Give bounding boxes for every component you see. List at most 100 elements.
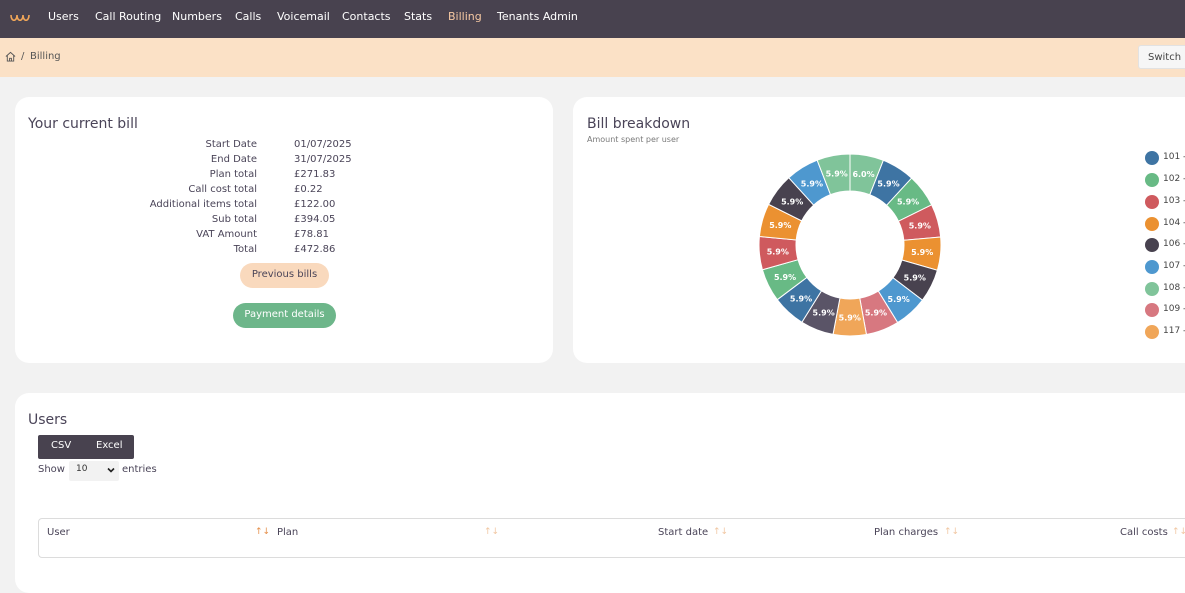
legend-label: 101 -: [1163, 152, 1185, 162]
slice-data-label: 5.9%: [911, 248, 933, 257]
bill-label: End Date: [210, 154, 257, 165]
breadcrumb-current: Billing: [30, 51, 61, 62]
slice-data-label: 5.9%: [865, 309, 887, 318]
bill-label: Total: [233, 244, 257, 255]
previous-bills-button[interactable]: Previous bills: [240, 263, 329, 288]
legend-swatch: [1145, 282, 1159, 296]
slice-data-label: 5.9%: [767, 248, 789, 257]
current-bill-card: Your current bill Start Date 01/07/2025 …: [15, 97, 553, 363]
payment-details-button[interactable]: Payment details: [233, 303, 336, 328]
users-card: Users: [15, 393, 1185, 593]
slice-data-label: 5.9%: [813, 309, 835, 318]
nav-billing[interactable]: Billing: [448, 10, 482, 23]
legend-label: 103 -: [1163, 196, 1185, 206]
sort-icon[interactable]: ↑↓: [484, 527, 500, 537]
legend-swatch: [1145, 260, 1159, 274]
bill-value: 01/07/2025: [294, 139, 352, 150]
bill-row-call-cost-total: Call cost total £0.22: [15, 184, 535, 199]
legend-swatch: [1145, 173, 1159, 187]
bill-label: Start Date: [205, 139, 257, 150]
nav-numbers[interactable]: Numbers: [172, 10, 222, 23]
legend-swatch: [1145, 238, 1159, 252]
legend-label: 107 -: [1163, 261, 1185, 271]
slice-data-label: 5.9%: [897, 198, 919, 207]
legend-label: 108 -: [1163, 283, 1185, 293]
slice-data-label: 5.9%: [904, 274, 926, 283]
legend-swatch: [1145, 151, 1159, 165]
slice-data-label: 5.9%: [888, 295, 910, 304]
slice-data-label: 5.9%: [774, 273, 796, 282]
breadcrumb: / Billing: [0, 38, 1185, 77]
bill-row-end-date: End Date 31/07/2025: [15, 154, 535, 169]
show-label: Show: [38, 464, 65, 475]
chart-slice[interactable]: [816, 153, 851, 196]
bill-breakdown-chart: 6.0%5.9%5.9%5.9%5.9%5.9%5.9%5.9%5.9%5.9%…: [758, 153, 942, 337]
nav-contacts[interactable]: Contacts: [342, 10, 391, 23]
bill-value: £122.00: [294, 199, 336, 210]
slice-data-label: 5.9%: [769, 221, 791, 230]
bill-row-plan-total: Plan total £271.83: [15, 169, 535, 184]
slice-data-label: 5.9%: [826, 170, 848, 179]
bill-breakdown-subtitle: Amount spent per user: [587, 135, 680, 144]
slice-data-label: 5.9%: [801, 179, 823, 188]
column-header-plan[interactable]: Plan: [277, 527, 299, 538]
slice-data-label: 6.0%: [852, 170, 874, 179]
bill-value: 31/07/2025: [294, 154, 352, 165]
chevron-down-icon: [107, 467, 115, 473]
sort-icon[interactable]: ↑↓: [944, 527, 960, 537]
entries-select[interactable]: 10: [69, 461, 119, 481]
legend-label: 109 -: [1163, 304, 1185, 314]
bill-row-sub-total: Sub total £394.05: [15, 214, 535, 229]
nav-call-routing[interactable]: Call Routing: [95, 10, 162, 23]
bill-label: Plan total: [209, 169, 257, 180]
users-title: Users: [28, 412, 68, 428]
bill-value: £394.05: [294, 214, 336, 225]
legend-label: 117 -: [1163, 326, 1185, 336]
column-header-call-costs[interactable]: Call costs: [1120, 527, 1168, 538]
breadcrumb-separator: /: [21, 51, 25, 62]
entries-select-value: 10: [76, 464, 88, 474]
slice-data-label: 5.9%: [781, 197, 803, 206]
legend-swatch: [1145, 217, 1159, 231]
nav-voicemail[interactable]: Voicemail: [277, 10, 330, 23]
slice-data-label: 5.9%: [790, 294, 812, 303]
sort-icon[interactable]: ↑↓: [1172, 527, 1185, 537]
column-header-start-date[interactable]: Start date: [658, 527, 709, 538]
entries-label: entries: [122, 464, 157, 475]
home-icon[interactable]: [5, 51, 16, 62]
top-navbar: Users Call Routing Numbers Calls Voicema…: [0, 0, 1185, 38]
bill-value: £472.86: [294, 244, 336, 255]
bill-label: VAT Amount: [196, 229, 257, 240]
slice-data-label: 5.9%: [839, 313, 861, 322]
legend-label: 104 -: [1163, 218, 1185, 228]
legend-swatch: [1145, 303, 1159, 317]
bill-value: £271.83: [294, 169, 336, 180]
legend-label: 106 -: [1163, 239, 1185, 249]
column-header-plan-charges[interactable]: Plan charges: [874, 527, 939, 538]
logo-icon[interactable]: [9, 9, 31, 27]
current-bill-title: Your current bill: [28, 116, 138, 132]
bill-row-vat-amount: VAT Amount £78.81: [15, 229, 535, 244]
bill-label: Sub total: [211, 214, 257, 225]
sort-icon[interactable]: ↑↓: [713, 527, 729, 537]
bill-value: £0.22: [294, 184, 323, 195]
csv-button[interactable]: CSV: [51, 440, 72, 451]
bill-breakdown-title: Bill breakdown: [587, 116, 691, 132]
sort-icon[interactable]: ↑↓: [255, 527, 271, 537]
users-table: [38, 518, 1185, 558]
column-header-user[interactable]: User: [47, 527, 70, 538]
bill-row-additional-items: Additional items total £122.00: [15, 199, 535, 214]
legend-label: 102 -: [1163, 174, 1185, 184]
export-button-group: CSV Excel: [38, 435, 134, 459]
switch-button[interactable]: Switch: [1138, 45, 1185, 69]
nav-stats[interactable]: Stats: [404, 10, 433, 23]
legend-swatch: [1145, 325, 1159, 339]
nav-calls[interactable]: Calls: [235, 10, 262, 23]
bill-label: Call cost total: [188, 184, 257, 195]
slice-data-label: 5.9%: [909, 222, 931, 231]
nav-users[interactable]: Users: [48, 10, 79, 23]
nav-tenants-admin[interactable]: Tenants Admin: [497, 10, 578, 23]
bill-value: £78.81: [294, 229, 329, 240]
excel-button[interactable]: Excel: [96, 440, 123, 451]
bill-row-start-date: Start Date 01/07/2025: [15, 139, 535, 154]
